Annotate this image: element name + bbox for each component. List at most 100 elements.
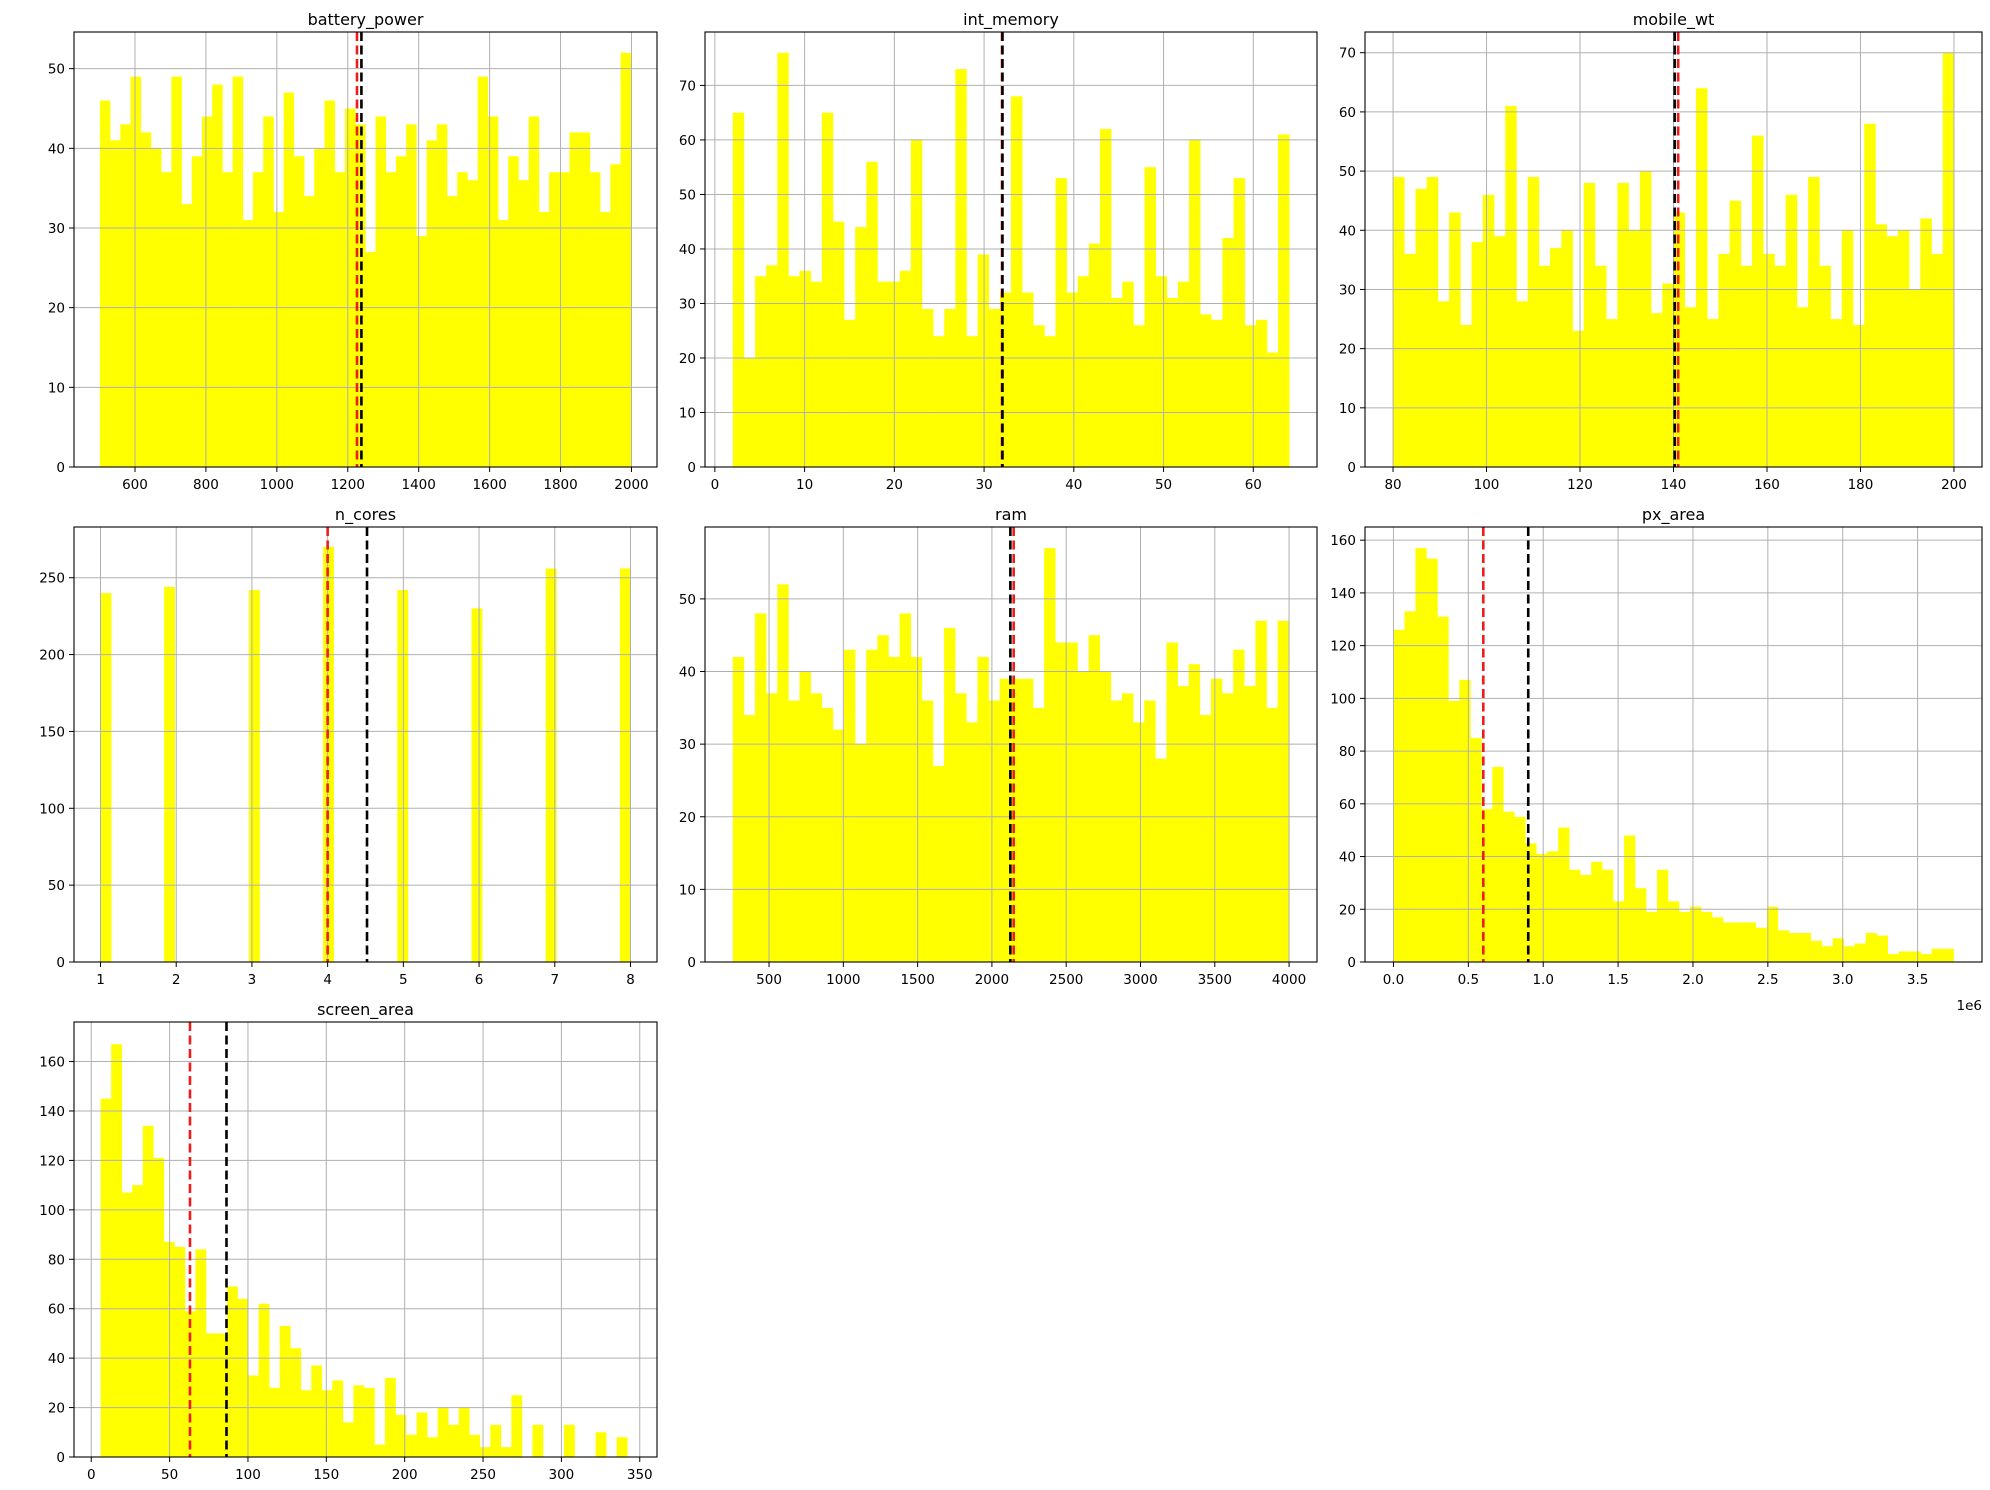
y-tick-label: 0 [56,460,65,476]
histogram-bar [1200,314,1212,467]
chart-title: mobile_wt [1633,10,1715,30]
histogram-bar [201,116,213,467]
x-tick-label: 140 [1661,477,1687,493]
y-tick-label: 50 [679,187,696,203]
y-tick-label: 200 [39,648,65,664]
histogram-bar [1752,135,1764,468]
histogram-mobile_wt: mobile_wt 80 100 120 140 160 180 200 0 10 20 30 40 50… [1339,10,1983,493]
histogram-bar [237,1298,249,1457]
x-tick-label: 300 [549,1467,575,1483]
histogram-bar [921,700,934,962]
y-tick-label: 80 [48,1252,65,1268]
chart-title: battery_power [308,10,424,30]
histogram-bar [832,221,845,467]
x-tick-label: 50 [1155,477,1172,493]
histogram-bar [1572,330,1585,467]
histogram-bar [100,593,112,962]
histogram-bar [532,1424,544,1457]
x-tick-label: 4 [323,972,332,988]
histogram-bar [1909,289,1921,467]
y-tick-label: 0 [687,955,696,971]
histogram-bar [304,196,315,467]
histogram-bar [1133,722,1145,962]
histogram-bar [564,1424,575,1457]
chart-title: px_area [1642,505,1705,525]
x-tick-label: 5 [399,972,408,988]
y-tick-label: 0 [1347,460,1356,476]
histogram-bar [283,92,295,468]
histogram-bar [1066,292,1079,467]
histogram-bar [222,172,233,467]
histogram-bar [1942,948,1954,962]
y-tick-label: 30 [679,296,696,312]
histogram-bar [788,700,800,962]
x-tick-label: 10 [796,477,813,493]
histogram-bar [332,1380,344,1457]
histogram-bar [1624,835,1636,962]
histogram-bar [595,1432,607,1457]
histogram-bar [988,308,1001,467]
x-tick-label: 2.0 [1682,972,1703,988]
x-tick-label: 1400 [402,477,436,493]
histogram-bar [1266,352,1279,467]
histogram-bar [1875,224,1887,467]
x-tick-label: 1000 [826,972,860,988]
histogram-bar [766,693,778,962]
x-tick-label: 0 [87,1467,96,1483]
histogram-bar [1695,88,1708,467]
y-tick-label: 30 [679,737,696,753]
histogram-bar [1684,307,1697,467]
histogram-bar [1830,319,1843,467]
histogram-bar [620,52,632,467]
x-tick-label: 800 [193,477,219,493]
y-tick-label: 50 [48,62,65,78]
y-tick-label: 250 [39,571,65,587]
histogram-bar [1503,811,1515,962]
histogram-bar [944,627,956,962]
histogram-bar [977,254,990,467]
histogram-bar [248,1375,259,1457]
histogram-bar [1920,954,1932,962]
histogram-bar [324,100,335,468]
x-tick-label: 1600 [472,477,506,493]
histogram-bar [944,308,956,467]
histogram-bar [232,76,244,467]
axes-frame [73,31,658,468]
histogram-bar [1010,678,1023,962]
histogram-bar [1678,911,1691,962]
histogram-bar [1133,325,1145,467]
histogram-bar [1558,827,1570,962]
histogram-bar [353,1385,365,1457]
histogram-bar [1022,292,1034,467]
histogram-int_memory: int_memory 0 10 20 30 40 50 60 0 10 20 30 40 50 60 70 [679,10,1318,493]
histogram-bar [293,156,305,468]
histogram-bar [755,613,767,962]
histogram-bar [142,1125,154,1457]
histogram-bar [1233,649,1245,962]
y-tick-label: 0 [1347,955,1356,971]
histogram-bar [323,546,334,962]
x-tick-label: 200 [1941,477,1967,493]
histogram-bar [395,156,407,468]
chart-title: ram [995,505,1027,524]
y-tick-label: 100 [39,1203,65,1219]
histogram-bar [1832,938,1845,962]
x-tick-label: 150 [313,1467,339,1483]
x-tick-label: 40 [1065,477,1082,493]
histogram-bar [1931,253,1944,467]
histogram-bar [1459,679,1471,962]
histogram-bar [1044,336,1056,467]
x-tick-label: 1800 [543,477,577,493]
x-tick-label: 1.0 [1532,972,1553,988]
histogram-bar [1460,324,1472,467]
histogram-bar [899,270,912,467]
histogram-bar [743,715,756,962]
histogram-bar [375,116,387,467]
histogram-bar [365,251,376,467]
histogram-bar [511,1395,523,1457]
histogram-bar [855,744,867,962]
histogram-bar [1547,851,1559,962]
histogram-bar [810,693,823,962]
y-tick-label: 10 [679,882,696,898]
